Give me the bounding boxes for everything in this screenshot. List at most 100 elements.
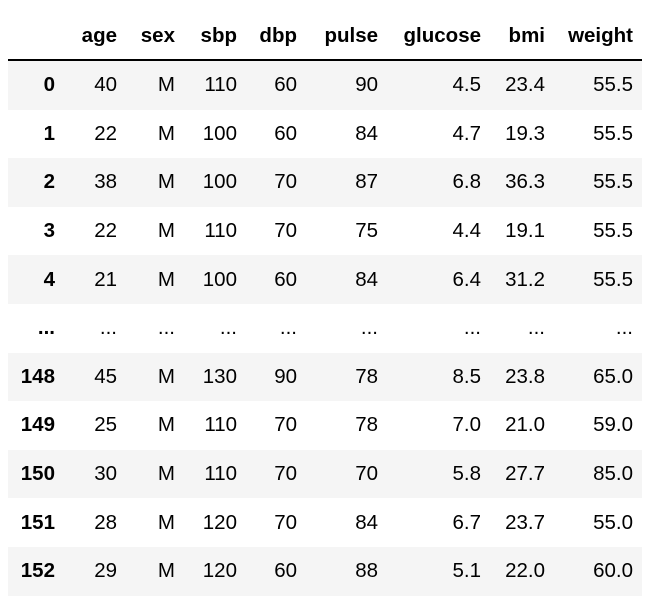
cell-pulse: 87 [355,170,378,194]
cell-bmi: 36.3 [505,170,545,194]
cell-age: 22 [94,219,117,243]
cell-sbp: 100 [202,170,237,194]
row-index: 149 [20,413,55,437]
cell-sbp: 120 [202,559,237,583]
table-row: ........................... [8,303,642,353]
cell-sbp: 100 [202,121,237,145]
cell-glucose: 4.7 [452,121,482,145]
cell-bmi: 22.0 [505,559,545,583]
dataframe-table: age sex sbp dbp pulse glucose bmi weight 0 40 M 11… [8,12,642,596]
cell-sex: M [157,73,175,97]
row-index: 2 [43,170,55,194]
cell-glucose: 6.8 [452,170,482,194]
table-row: 3 22 M 110 70 75 4.4 19.1 55.5 [8,206,642,256]
cell-dbp: 90 [274,364,297,388]
cell-age: 25 [94,413,117,437]
cell-age: 38 [94,170,117,194]
cell-dbp: 70 [274,462,297,486]
column-header-glucose: glucose [387,12,490,61]
cell-glucose: 5.8 [452,462,482,486]
cell-sex: M [157,413,175,437]
cell-dbp: 70 [274,219,297,243]
row-index: 151 [20,510,55,534]
cell-pulse: 88 [355,559,378,583]
cell-weight: 55.5 [593,73,633,97]
row-index: 1 [43,121,55,145]
column-header-weight: weight [554,12,642,61]
cell-sex: M [157,559,175,583]
cell-sbp: 110 [204,73,237,97]
table-row: 149 25 M 110 70 78 7.0 21.0 59.0 [8,401,642,450]
cell-bmi: 31.2 [505,267,545,291]
cell-dbp: 60 [274,559,297,583]
cell-sbp: 110 [204,219,237,243]
table-row: 2 38 M 100 70 87 6.8 36.3 55.5 [8,158,642,207]
cell-dbp: ... [279,316,297,340]
cell-sbp: ... [219,316,237,340]
cell-weight: 60.0 [593,559,633,583]
cell-bmi: 23.8 [505,364,545,388]
cell-glucose: 6.7 [452,510,482,534]
cell-weight: 65.0 [593,364,633,388]
cell-weight: 55.5 [593,219,633,243]
cell-bmi: ... [527,316,545,340]
cell-age: 45 [94,364,117,388]
column-header-pulse: pulse [306,12,387,61]
table-row: 151 28 M 120 70 84 6.7 23.7 55.0 [8,498,642,547]
cell-age: 28 [94,510,117,534]
cell-pulse: 84 [355,267,378,291]
cell-weight: ... [615,316,633,340]
cell-sbp: 100 [202,267,237,291]
cell-weight: 55.5 [593,267,633,291]
cell-glucose: 6.4 [452,267,482,291]
cell-glucose: 4.5 [452,73,482,97]
cell-glucose: 7.0 [452,413,482,437]
cell-dbp: 60 [274,267,297,291]
cell-sex: ... [157,316,175,340]
cell-weight: 85.0 [593,462,633,486]
table-row: 4 21 M 100 60 84 6.4 31.2 55.5 [8,255,642,304]
cell-age: ... [99,316,117,340]
column-header-dbp: dbp [246,12,306,61]
cell-bmi: 19.1 [505,219,545,243]
cell-age: 40 [94,73,117,97]
row-index: 4 [43,267,55,291]
cell-pulse: 70 [355,462,378,486]
index-header [8,12,64,61]
cell-dbp: 70 [274,413,297,437]
cell-bmi: 19.3 [505,121,545,145]
cell-sex: M [157,219,175,243]
cell-sex: M [157,170,175,194]
cell-bmi: 21.0 [505,413,545,437]
column-header-sbp: sbp [184,12,246,61]
cell-glucose: 4.4 [452,219,482,243]
cell-weight: 55.5 [593,170,633,194]
cell-sex: M [157,364,175,388]
cell-pulse: 90 [355,73,378,97]
row-index: ... [37,316,55,340]
table-header: age sex sbp dbp pulse glucose bmi weight [8,12,642,61]
cell-sex: M [157,121,175,145]
cell-pulse: 84 [355,121,378,145]
cell-glucose: ... [463,316,481,340]
cell-bmi: 27.7 [505,462,545,486]
row-index: 150 [20,462,55,486]
cell-pulse: 78 [355,364,378,388]
cell-sbp: 130 [202,364,237,388]
cell-age: 21 [94,267,117,291]
cell-sbp: 110 [204,462,237,486]
table-row: 152 29 M 120 60 88 5.1 22.0 60.0 [8,546,642,596]
cell-sbp: 110 [204,413,237,437]
cell-age: 30 [94,462,117,486]
cell-weight: 55.0 [593,510,633,534]
column-header-bmi: bmi [490,12,554,61]
cell-sex: M [157,510,175,534]
cell-age: 29 [94,559,117,583]
table-row: 148 45 M 130 90 78 8.5 23.8 65.0 [8,352,642,402]
table-row: 1 22 M 100 60 84 4.7 19.3 55.5 [8,109,642,159]
cell-age: 22 [94,121,117,145]
cell-glucose: 8.5 [452,364,482,388]
cell-bmi: 23.7 [505,510,545,534]
table-body: 0 40 M 110 60 90 4.5 23.4 55.5 1 22 M 100 60 84 4.7 19.3… [8,60,642,596]
cell-sex: M [157,462,175,486]
